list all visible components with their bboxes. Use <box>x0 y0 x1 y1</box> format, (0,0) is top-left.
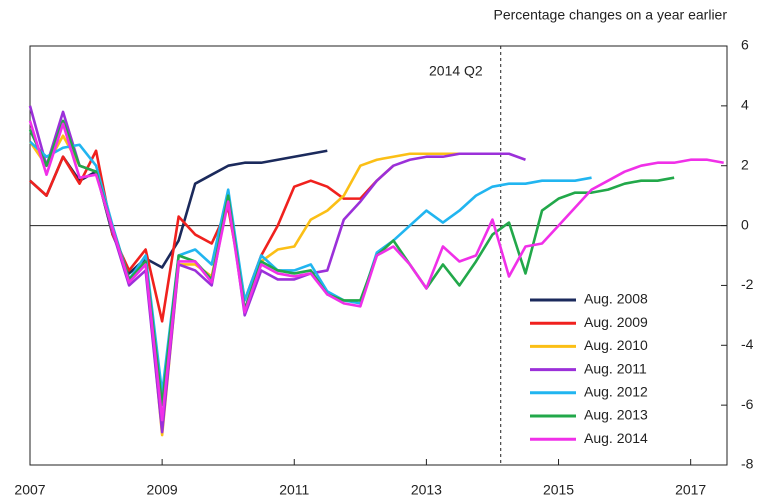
legend-label: Aug. 2010 <box>584 337 648 353</box>
series-line <box>28 120 724 422</box>
x-tick-label: 2009 <box>147 482 178 498</box>
annotation-label: 2014 Q2 <box>429 63 483 79</box>
x-tick-label: 2017 <box>675 482 706 498</box>
y-tick-label: 6 <box>741 37 749 53</box>
x-tick-label: 2015 <box>543 482 574 498</box>
y-tick-label: 2 <box>741 156 749 172</box>
plot-frame <box>29 45 728 466</box>
series-line <box>29 149 395 323</box>
series-line <box>29 149 328 275</box>
x-tick-label: 2011 <box>279 482 309 498</box>
y-tick-label: -2 <box>741 276 754 292</box>
legend-label: Aug. 2009 <box>584 314 648 330</box>
series-line <box>28 134 460 437</box>
legend-label: Aug. 2014 <box>584 430 648 446</box>
legend-label: Aug. 2012 <box>584 384 648 400</box>
series-line <box>28 119 675 407</box>
y-tick-label: -4 <box>741 336 754 352</box>
y-tick-label: 4 <box>741 97 749 113</box>
y-tick-label: -8 <box>741 456 754 472</box>
legend-label: Aug. 2011 <box>584 360 647 376</box>
unit-label: Percentage changes on a year earlier <box>494 7 728 23</box>
y-tick-label: 0 <box>741 216 749 232</box>
x-tick-label: 2013 <box>411 482 442 498</box>
legend-label: Aug. 2008 <box>584 291 648 307</box>
legend-label: Aug. 2013 <box>584 407 648 423</box>
x-tick-label: 2007 <box>14 482 45 498</box>
y-tick-label: -6 <box>741 396 754 412</box>
